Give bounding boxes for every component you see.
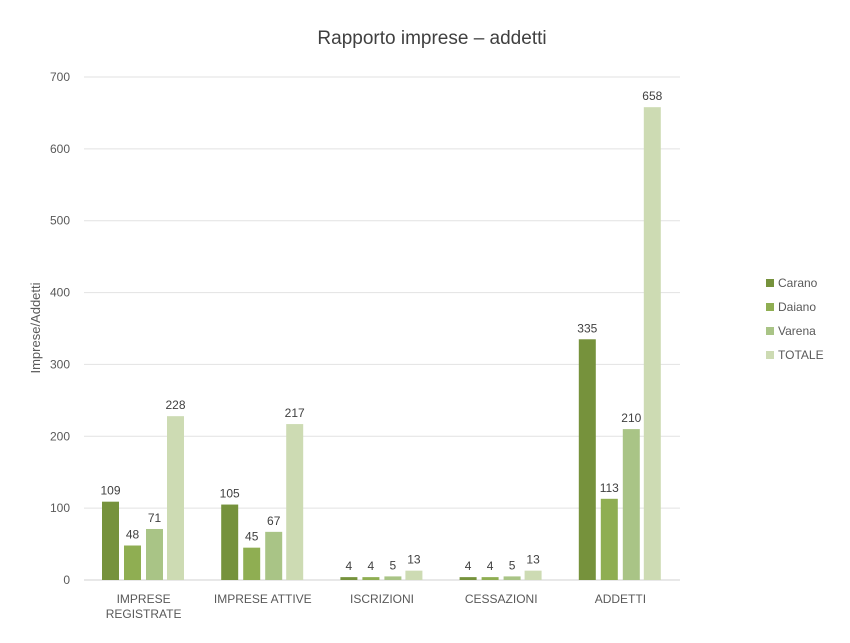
data-label: 658 bbox=[642, 89, 662, 103]
legend-label: Carano bbox=[778, 276, 818, 290]
bar-totale bbox=[286, 424, 304, 580]
data-label: 105 bbox=[220, 487, 240, 501]
x-tick-label: ISCRIZIONI bbox=[350, 592, 414, 606]
bar-varena bbox=[265, 531, 283, 580]
bar-varena bbox=[503, 576, 521, 580]
data-label: 4 bbox=[368, 559, 375, 573]
x-tick-label: IMPRESE ATTIVE bbox=[214, 592, 312, 606]
data-label: 48 bbox=[126, 528, 140, 542]
legend-swatch-carano bbox=[766, 279, 774, 287]
y-tick-label: 200 bbox=[50, 429, 70, 443]
bar-daiano bbox=[600, 498, 618, 580]
y-tick-label: 100 bbox=[50, 501, 70, 515]
data-label: 4 bbox=[487, 559, 494, 573]
bar-daiano bbox=[243, 547, 261, 580]
bar-carano bbox=[221, 504, 239, 580]
chart-title: Rapporto imprese – addetti bbox=[317, 28, 546, 49]
x-tick-label: IMPRESE REGISTRATE bbox=[106, 592, 182, 621]
data-label: 113 bbox=[600, 481, 619, 495]
bar-totale bbox=[524, 570, 542, 580]
data-label: 67 bbox=[267, 514, 281, 528]
bar-carano bbox=[459, 577, 477, 580]
bar-carano bbox=[340, 577, 358, 580]
bar-varena bbox=[384, 576, 402, 580]
data-label: 5 bbox=[509, 558, 516, 572]
legend-label: Daiano bbox=[778, 300, 816, 314]
y-tick-label: 300 bbox=[50, 357, 70, 371]
legend-swatch-daiano bbox=[766, 303, 774, 311]
data-label: 13 bbox=[407, 553, 421, 567]
bar-carano bbox=[578, 339, 596, 580]
y-tick-label: 500 bbox=[50, 214, 70, 228]
x-tick-label: ADDETTI bbox=[595, 592, 646, 606]
legend-label: Varena bbox=[778, 324, 816, 338]
x-tick-label: CESSAZIONI bbox=[465, 592, 538, 606]
data-label: 4 bbox=[465, 559, 472, 573]
bar-totale bbox=[643, 107, 661, 581]
data-label: 217 bbox=[285, 406, 305, 420]
data-label: 109 bbox=[100, 484, 120, 498]
bar-varena bbox=[146, 528, 163, 580]
bar-varena bbox=[622, 429, 640, 580]
y-tick-label: 400 bbox=[50, 286, 70, 300]
bar-totale bbox=[405, 570, 423, 580]
legend-label: TOTALE bbox=[778, 348, 824, 362]
y-tick-label: 700 bbox=[50, 70, 70, 84]
legend-swatch-totale bbox=[766, 351, 774, 359]
legend-swatch-varena bbox=[766, 327, 774, 335]
bar-totale bbox=[167, 416, 184, 580]
data-label: 5 bbox=[390, 558, 397, 572]
bar-daiano bbox=[481, 577, 499, 580]
data-label: 45 bbox=[245, 530, 259, 544]
bar-carano bbox=[102, 501, 119, 580]
data-label: 335 bbox=[577, 321, 597, 335]
y-tick-label: 0 bbox=[63, 573, 70, 587]
data-label: 228 bbox=[165, 398, 185, 412]
y-axis-label: Imprese/Addetti bbox=[28, 282, 43, 373]
data-label: 4 bbox=[346, 559, 353, 573]
data-label: 13 bbox=[526, 553, 540, 567]
data-label: 210 bbox=[621, 411, 641, 425]
bar-daiano bbox=[124, 545, 141, 580]
y-tick-label: 600 bbox=[50, 142, 70, 156]
data-label: 71 bbox=[148, 511, 162, 525]
bar-daiano bbox=[362, 577, 380, 580]
